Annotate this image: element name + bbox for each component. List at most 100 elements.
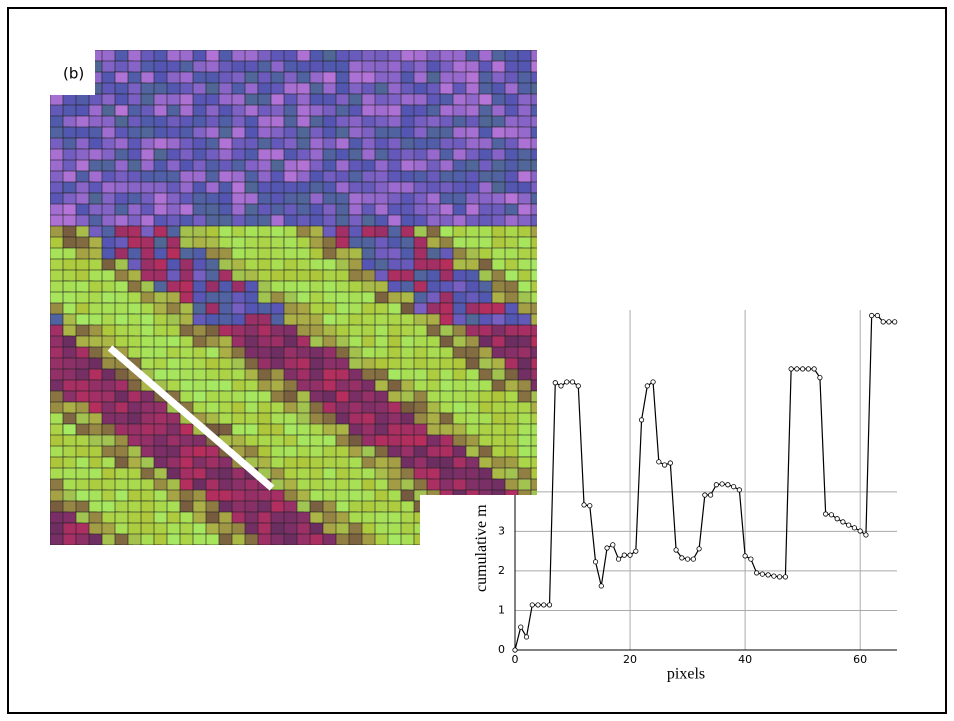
point xyxy=(523,634,530,640)
grain xyxy=(387,379,403,392)
grain xyxy=(452,159,467,172)
grain xyxy=(153,82,169,95)
grain xyxy=(218,192,234,205)
grain xyxy=(530,82,537,97)
grain xyxy=(270,423,285,437)
point xyxy=(742,553,748,559)
grain xyxy=(127,181,142,195)
profile-line xyxy=(107,345,275,491)
point xyxy=(679,555,685,561)
grain xyxy=(179,467,195,481)
grain xyxy=(413,159,429,173)
grain xyxy=(452,214,467,227)
grain xyxy=(75,500,90,514)
grain xyxy=(322,434,337,448)
grain xyxy=(114,478,129,491)
grain xyxy=(439,258,455,272)
grain xyxy=(530,137,537,155)
point xyxy=(598,583,604,589)
x-axis-label: pixels xyxy=(667,666,705,683)
grain xyxy=(478,115,493,128)
grain xyxy=(283,412,300,426)
grain xyxy=(530,357,537,372)
grain xyxy=(465,192,480,206)
point xyxy=(748,556,754,562)
grain xyxy=(517,346,532,360)
grain xyxy=(530,302,537,315)
grain xyxy=(530,203,537,217)
grain xyxy=(530,225,537,243)
x-tick-label: 60 xyxy=(853,653,867,666)
grain xyxy=(179,489,195,502)
point xyxy=(886,319,892,325)
point xyxy=(736,487,742,493)
grain xyxy=(465,456,480,470)
grain xyxy=(335,236,351,250)
point xyxy=(892,319,898,325)
grain xyxy=(244,126,260,140)
grain xyxy=(179,192,195,206)
y-tick-label: 2 xyxy=(498,564,505,577)
grain xyxy=(309,401,325,415)
point xyxy=(529,602,535,608)
label-box xyxy=(50,50,95,95)
point xyxy=(696,546,702,552)
panel-label: (b) xyxy=(63,65,84,83)
grain xyxy=(400,335,415,349)
point xyxy=(874,312,881,319)
grain xyxy=(491,225,507,238)
point xyxy=(656,459,662,465)
point xyxy=(863,532,869,538)
grain xyxy=(114,82,130,95)
grain xyxy=(530,412,537,428)
point xyxy=(621,552,627,558)
point xyxy=(719,481,725,487)
point xyxy=(615,556,622,562)
point xyxy=(725,482,731,488)
point xyxy=(581,502,587,508)
grain xyxy=(361,93,378,107)
grain xyxy=(309,214,325,227)
grain xyxy=(101,203,117,217)
grain xyxy=(205,82,221,96)
grain xyxy=(530,214,537,230)
grain xyxy=(478,159,494,172)
point xyxy=(777,574,783,580)
y-tick-label: 1 xyxy=(498,603,505,616)
grain xyxy=(413,324,428,338)
point xyxy=(708,492,714,498)
grain xyxy=(478,434,495,447)
grain xyxy=(530,170,537,185)
grain xyxy=(530,423,537,436)
point xyxy=(828,512,835,518)
x-tick-label: 40 xyxy=(738,653,752,666)
grain xyxy=(75,445,92,458)
point xyxy=(771,573,777,579)
grain xyxy=(166,346,182,360)
grain xyxy=(179,93,195,106)
grain xyxy=(62,478,78,492)
point xyxy=(541,602,547,608)
point xyxy=(512,647,518,653)
grain xyxy=(530,467,537,485)
grain xyxy=(530,126,537,139)
grain xyxy=(335,335,352,349)
grain xyxy=(166,148,181,162)
point xyxy=(690,556,696,562)
grain xyxy=(192,335,208,349)
grain xyxy=(530,368,537,381)
point xyxy=(610,542,616,548)
point xyxy=(633,548,639,554)
grain xyxy=(127,71,143,85)
grain xyxy=(530,247,537,265)
point xyxy=(638,417,645,423)
grain xyxy=(153,423,169,437)
grain xyxy=(270,82,285,95)
grain xyxy=(530,115,537,130)
grain xyxy=(192,71,208,84)
grain xyxy=(452,324,468,338)
point xyxy=(661,462,668,468)
grain xyxy=(465,203,481,217)
grain xyxy=(478,247,493,260)
